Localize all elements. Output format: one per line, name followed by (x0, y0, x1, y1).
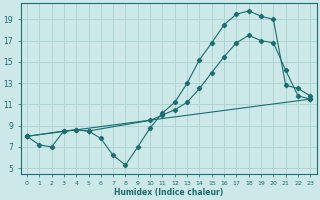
X-axis label: Humidex (Indice chaleur): Humidex (Indice chaleur) (114, 188, 223, 197)
